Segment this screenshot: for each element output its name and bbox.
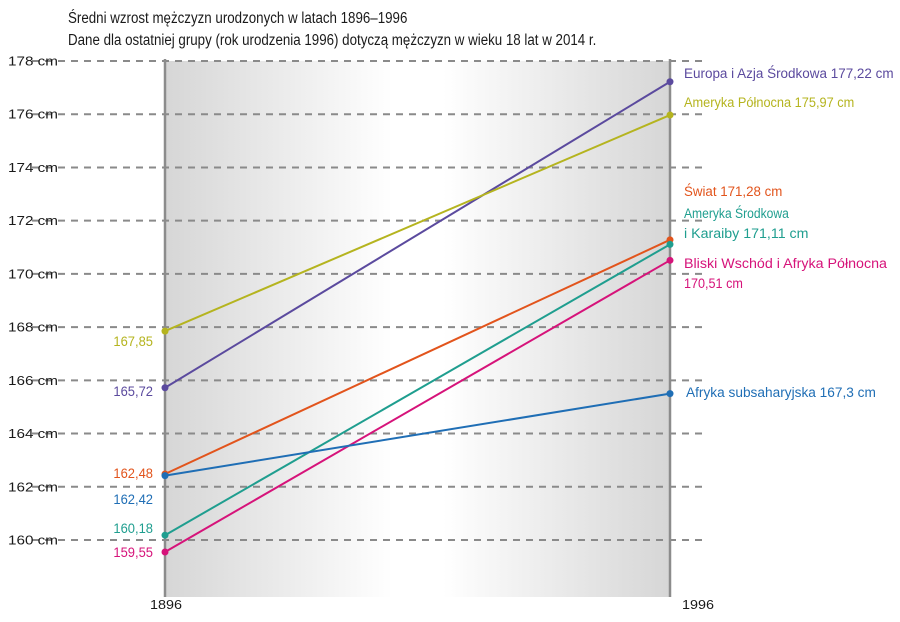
series-line [164,259,671,553]
data-point [666,390,674,398]
y-tick-label: 176 cm [8,107,58,122]
data-point [161,327,169,335]
start-value-label: 160,18 [113,521,153,536]
start-value-label: 162,48 [113,466,153,481]
chart-subtitle: Dane dla ostatniej grupy (rok urodzenia … [68,32,597,49]
end-value-label: Ameryka Północna 175,97 cm [684,95,854,110]
data-point [666,240,674,248]
y-tick-label: 170 cm [8,266,58,281]
end-value-label: Świat 171,28 cm [684,184,782,199]
y-tick-label: 168 cm [8,320,58,335]
series-line [164,238,671,475]
series-ameryka-srodkowa-i-karaiby [161,240,674,539]
start-value-label: 162,42 [113,492,153,507]
y-tick-label: 174 cm [8,160,58,175]
background-band [165,61,670,597]
y-tick-label: 178 cm [8,54,58,69]
end-value-label: i Karaiby 171,11 cm [684,226,809,241]
y-tick-label: 164 cm [8,426,58,441]
series-bliski-wschod-i-afryka-polnocna [161,256,674,556]
start-value-label: 167,85 [113,334,153,349]
series-line [164,114,671,333]
chart-title: Średni wzrost mężczyzn urodzonych w lata… [68,10,408,27]
y-tick-label: 172 cm [8,213,58,228]
x-tick-label: 1896 [150,597,182,612]
x-tick-label: 1996 [682,597,714,612]
data-point [666,256,674,264]
data-point [161,548,169,556]
data-point [161,531,169,539]
series-line [164,392,671,477]
end-value-label: Ameryka Środkowa [684,206,789,221]
data-point [666,78,674,86]
series-line [164,80,671,389]
end-value-label: Europa i Azja Środkowa 177,22 cm [684,66,894,81]
data-point [161,384,169,392]
end-value-label: Bliski Wschód i Afryka Północna [684,256,888,271]
series-europa-i-azja-srodkowa [161,78,674,392]
y-tick-label: 162 cm [8,479,58,494]
y-tick-label: 160 cm [8,533,58,548]
data-point [666,111,674,119]
series-ameryka-polnocna [161,111,674,335]
start-value-label: 165,72 [113,384,153,399]
end-value-label: 170,51 cm [684,276,743,291]
y-tick-label: 166 cm [8,373,58,388]
series-line [164,243,671,537]
end-value-label: Afryka subsaharyjska 167,3 cm [686,385,876,400]
data-point [161,472,169,480]
series-afryka-subsaharyjska [161,390,674,480]
start-value-label: 159,55 [113,545,153,560]
